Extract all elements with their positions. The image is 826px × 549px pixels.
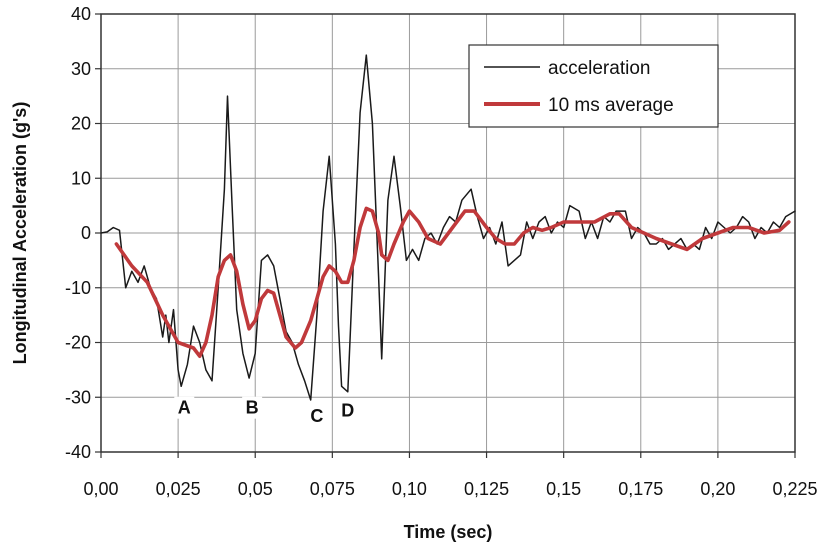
x-tick-label: 0,025 — [156, 479, 201, 499]
y-tick-label: 20 — [71, 114, 91, 134]
annotation-background — [174, 396, 195, 419]
annotation-background — [337, 399, 358, 422]
x-tick-label: 0,125 — [464, 479, 509, 499]
annotation-label-d: D — [341, 400, 354, 420]
annotation-background — [242, 396, 263, 419]
annotation-label-b: B — [246, 398, 259, 418]
x-axis-title: Time (sec) — [404, 522, 493, 542]
x-tick-label: 0,00 — [83, 479, 118, 499]
x-tick-label: 0,225 — [772, 479, 817, 499]
y-tick-label: 0 — [81, 223, 91, 243]
x-tick-label: 0,10 — [392, 479, 427, 499]
y-tick-label: 30 — [71, 59, 91, 79]
x-tick-label: 0,20 — [700, 479, 735, 499]
series-line-10ms-average — [114, 206, 791, 358]
y-tick-label: 40 — [71, 4, 91, 24]
y-tick-label: -10 — [65, 278, 91, 298]
annotation-label-c: C — [310, 406, 323, 426]
legend: acceleration 10 ms average — [468, 44, 719, 128]
legend-box — [468, 44, 719, 128]
x-tick-label: 0,05 — [238, 479, 273, 499]
series-layer — [100, 54, 796, 401]
y-tick-label: 10 — [71, 168, 91, 188]
legend-label-10ms-average: 10 ms average — [548, 95, 674, 116]
x-axis-ticks: 0,00 0,025 0,05 0,075 0,10 0,125 0,15 0,175 0,20… — [83, 452, 818, 499]
y-axis-title: Longitudinal Acceleration (g's) — [10, 102, 30, 365]
y-axis-ticks: -40 -30 -20 -10 0 10 20 30 40 — [65, 4, 101, 462]
x-tick-label: 0,15 — [546, 479, 581, 499]
y-tick-label: -20 — [65, 333, 91, 353]
y-tick-label: -30 — [65, 387, 91, 407]
x-tick-label: 0,175 — [618, 479, 663, 499]
x-tick-label: 0,075 — [310, 479, 355, 499]
annotation-background — [306, 404, 327, 427]
legend-label-acceleration: acceleration — [548, 58, 650, 79]
annotation-label-a: A — [178, 398, 191, 418]
y-tick-label: -40 — [65, 442, 91, 462]
